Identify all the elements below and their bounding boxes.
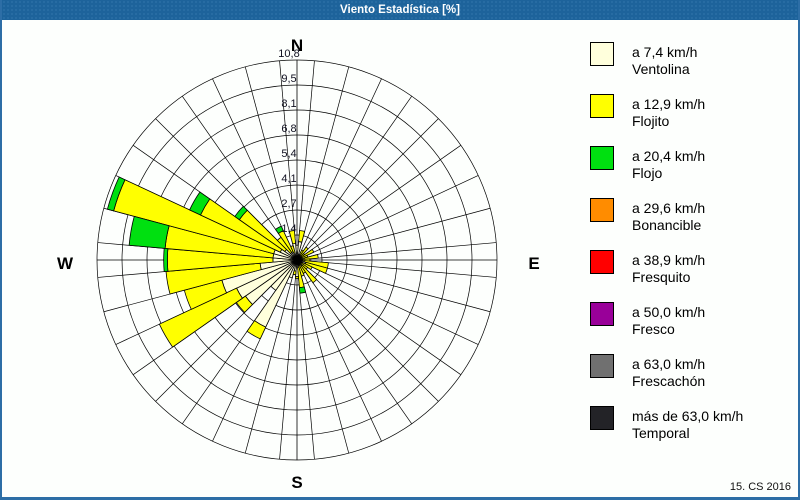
- grid-sector-line: [279, 259, 298, 460]
- grid-sector-line: [296, 118, 439, 261]
- grid-sector-line: [296, 60, 315, 261]
- legend-item-fresquito: a 38,9 km/h Fresquito: [590, 250, 743, 286]
- legend-swatch-temporal: [590, 406, 614, 430]
- radial-tick-label: 10,8: [278, 48, 299, 60]
- legend-name-label: Fresco: [632, 321, 675, 337]
- grid-sector-line: [279, 60, 298, 261]
- rose-bar-flojito: [303, 260, 329, 269]
- rose-bar-flojito: [298, 230, 306, 243]
- legend-swatch-ventolina: [590, 42, 614, 66]
- legend-name-label: Bonancible: [632, 217, 702, 233]
- rose-bar-flojo: [128, 215, 170, 249]
- legend-name-label: Flojito: [632, 113, 670, 129]
- grid-sector-line: [296, 144, 462, 261]
- radial-tick-label: 9,5: [281, 73, 296, 85]
- legend-item-flojito: a 12,9 km/h Flojito: [590, 94, 743, 130]
- compass-label-w: W: [57, 254, 74, 273]
- legend-name-label: Frescachón: [632, 373, 706, 389]
- grid-sector-line: [244, 66, 298, 261]
- grid-sector-line: [296, 242, 497, 261]
- legend-item-flojo: a 20,4 km/h Flojo: [590, 146, 743, 182]
- grid-sector-line: [296, 259, 479, 345]
- rose-bar-flojito: [299, 254, 309, 260]
- legend-swatch-flojo: [590, 146, 614, 170]
- rose-bar-flojito: [299, 252, 306, 259]
- legend-swatch-frescachon: [590, 354, 614, 378]
- legend-item-bonancible: a 29,6 km/h Bonancible: [590, 198, 743, 234]
- legend-speed-label: a 20,4 km/h: [632, 148, 706, 164]
- legend-name-label: Flojo: [632, 165, 663, 181]
- grid-sector-line: [296, 175, 479, 261]
- grid-sector-line: [296, 78, 382, 261]
- grid-sector-line: [296, 259, 413, 425]
- legend-speed-label: a 63,0 km/h: [632, 356, 706, 372]
- legend-speed-label: a 29,6 km/h: [632, 200, 706, 216]
- legend-swatch-fresco: [590, 302, 614, 326]
- legend-item-ventolina: a 7,4 km/h Ventolina: [590, 42, 743, 78]
- legend-item-frescachon: a 63,0 km/h Frescachón: [590, 354, 743, 390]
- rose-bar-flojito: [292, 270, 297, 276]
- grid-sector-line: [296, 259, 382, 442]
- radial-tick-label: 6,8: [281, 123, 296, 135]
- legend-swatch-flojito: [590, 94, 614, 118]
- compass-label-n: N: [291, 36, 303, 55]
- legend-swatch-fresquito: [590, 250, 614, 274]
- rose-bar-flojito: [158, 287, 243, 348]
- legend-speed-label: a 38,9 km/h: [632, 252, 706, 268]
- legend-speed-label: a 12,9 km/h: [632, 96, 706, 112]
- radial-tick-label: 8,1: [281, 98, 296, 110]
- title-bar: Viento Estadística [%]: [2, 0, 798, 20]
- radial-tick-label: 1,4: [281, 223, 296, 235]
- rose-bar-flojo: [234, 205, 248, 221]
- grid-sector-line: [296, 66, 350, 261]
- grid-sector-line: [296, 259, 462, 376]
- radial-tick-label: 5,4: [281, 148, 296, 160]
- legend-speed-label: a 50,0 km/h: [632, 304, 706, 320]
- grid-sector-line: [296, 259, 439, 402]
- window-title: Viento Estadística [%]: [340, 4, 460, 16]
- radial-tick-label: 4,1: [281, 173, 296, 185]
- legend-name-label: Temporal: [632, 425, 690, 441]
- wind-rose-plot-area: 1,4 2,7 4,1 5,4 6,8 8,1 9,5 10,8 N S W E: [2, 20, 562, 492]
- rose-bar-flojito: [235, 295, 254, 313]
- compass-label-e: E: [528, 254, 539, 273]
- rose-bar-flojito: [294, 276, 300, 279]
- legend-speed-label: más de 63,0 km/h: [632, 408, 744, 424]
- legend-name-label: Fresquito: [632, 269, 691, 285]
- legend-name-label: Ventolina: [632, 61, 690, 77]
- grid-sector-line: [296, 259, 491, 313]
- rose-bar-flojito: [290, 245, 296, 254]
- legend: a 7,4 km/h Ventolina a 12,9 km/h Flojito…: [590, 42, 743, 442]
- grid-sector-line: [244, 259, 298, 454]
- rose-bar-flojo: [189, 191, 211, 216]
- rose-bar-flojito: [246, 320, 267, 340]
- radial-tick-label: 2,7: [281, 198, 296, 210]
- rose-bar-flojo: [274, 225, 284, 235]
- rose-bar-flojo: [106, 176, 126, 212]
- rose-bar-flojo: [298, 286, 307, 294]
- grid-sector-line: [296, 95, 413, 261]
- legend-item-fresco: a 50,0 km/h Fresco: [590, 302, 743, 338]
- grid-sector-line: [296, 207, 491, 261]
- grid-sector-line: [296, 259, 497, 278]
- legend-speed-label: a 7,4 km/h: [632, 44, 698, 60]
- rose-bar-flojito: [299, 261, 309, 270]
- footer-credit: 15. CS 2016: [729, 481, 791, 493]
- legend-item-temporal: más de 63,0 km/h Temporal: [590, 406, 743, 442]
- rose-bar-flojito: [297, 264, 305, 277]
- legend-swatch-bonancible: [590, 198, 614, 222]
- rose-bar-flojito: [288, 230, 296, 245]
- compass-label-s: S: [291, 473, 302, 490]
- wind-rose-chart: 1,4 2,7 4,1 5,4 6,8 8,1 9,5 10,8N S W E: [57, 36, 540, 492]
- rose-bar-flojo: [163, 247, 169, 273]
